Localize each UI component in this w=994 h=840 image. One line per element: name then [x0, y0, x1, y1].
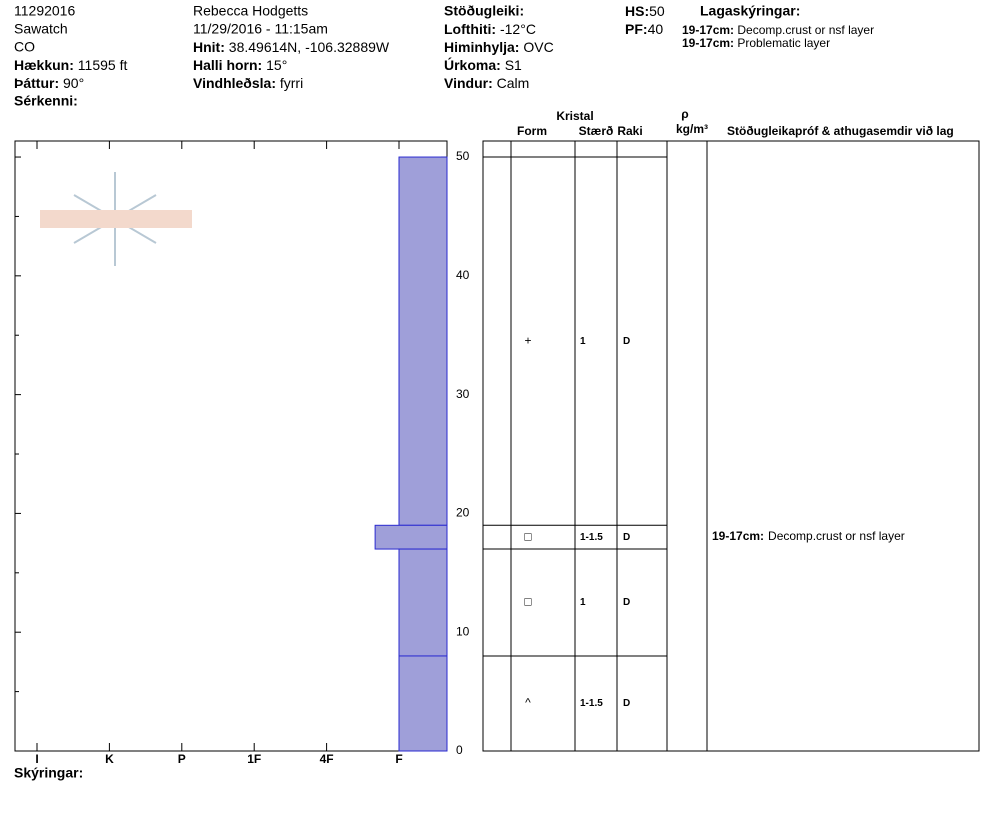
moisture: D [623, 336, 630, 347]
wind-loading: Vindhleðsla: fyrri [193, 75, 303, 91]
label: Vindhleðsla: [193, 75, 276, 91]
aspect: Þáttur: 90° [14, 75, 84, 91]
value: 90° [63, 75, 84, 91]
label: Vindur: [444, 75, 493, 91]
hardness-bar [398, 655, 448, 752]
air-temp: Lofthiti: -12°C [444, 21, 536, 37]
hardness-bar [374, 524, 448, 550]
slope: Halli horn: 15° [193, 57, 287, 73]
grain-form: + [524, 333, 531, 347]
table-frame [482, 140, 980, 752]
x-tick-label: P [178, 752, 186, 766]
moisture-header: Raki [617, 124, 642, 138]
text: Decomp.crust or nsf layer [737, 23, 874, 37]
hardness-bar [398, 156, 448, 526]
label: PF: [625, 21, 648, 37]
label: HS: [625, 3, 649, 19]
layer-note: 19-17cm: Decomp.crust or nsf layer [682, 23, 874, 37]
grain-form: □ [524, 529, 531, 543]
hardness-bar [398, 548, 448, 657]
value: 11595 ft [78, 57, 128, 73]
label: Þáttur: [14, 75, 59, 91]
y-tick-label: 0 [456, 743, 463, 757]
x-tick-label: K [105, 752, 114, 766]
x-tick-label: 4F [320, 752, 334, 766]
density-unit: kg/m³ [676, 122, 708, 136]
profile-id: 11292016 [14, 3, 75, 19]
moisture: D [623, 597, 630, 608]
comment: 19-17cm: Decomp.crust or nsf layer [712, 529, 905, 543]
value: 38.49614N, -106.32889W [229, 39, 390, 55]
label: Hnit: [193, 39, 225, 55]
state: CO [14, 39, 35, 55]
depth: 19-17cm: [712, 529, 764, 543]
text: Problematic layer [737, 36, 830, 50]
hs: HS:50 [625, 3, 665, 19]
footer: Skýringar: [14, 765, 83, 781]
value: 15° [266, 57, 287, 73]
value: fyrri [280, 75, 303, 91]
coords: Hnit: 38.49614N, -106.32889W [193, 39, 390, 55]
layer-notes-title: Lagaskýringar: [700, 3, 800, 19]
y-tick-label: 20 [456, 506, 470, 520]
plot-frame [14, 140, 448, 752]
layer-note: 19-17cm: Problematic layer [682, 36, 830, 50]
grain-form: ^ [525, 696, 531, 710]
label: Halli horn: [193, 57, 262, 73]
moisture: D [623, 698, 630, 709]
depth: 19-17cm: [682, 36, 734, 50]
density-symbol: ρ [681, 107, 688, 121]
value: 40 [648, 21, 664, 37]
value: OVC [523, 39, 553, 55]
label: Hækkun: [14, 57, 74, 73]
value: S1 [505, 57, 522, 73]
pf: PF:40 [625, 21, 663, 37]
table-columns [510, 141, 708, 751]
wind: Vindur: Calm [444, 75, 529, 91]
x-tick-label: 1F [247, 752, 261, 766]
tests-header: Stöðugleikapróf & athugasemdir við lag [727, 124, 954, 138]
grain-size: 1 [580, 336, 586, 347]
label: Himinhylja: [444, 39, 519, 55]
features-label: Sérkenni: [14, 93, 78, 109]
form-header: Form [517, 124, 547, 138]
label: Úrkoma: [444, 56, 501, 73]
grain-size: 1 [580, 597, 586, 608]
grain-size: 1-1.5 [580, 532, 603, 543]
observer: Rebecca Hodgetts [193, 3, 308, 19]
value: -12°C [500, 21, 536, 37]
y-tick-label: 30 [456, 387, 470, 401]
size-header: Stærð [579, 124, 614, 138]
y-tick-label: 50 [456, 149, 470, 163]
grain-form: □ [524, 595, 531, 609]
x-tick-label: I [35, 752, 38, 766]
range: Sawatch [14, 21, 68, 37]
logo [40, 172, 192, 266]
y-tick-label: 10 [456, 624, 470, 638]
text: Decomp.crust or nsf layer [768, 529, 905, 543]
moisture: D [623, 532, 630, 543]
crystal-header: Kristal [556, 109, 593, 123]
elevation: Hækkun: 11595 ft [14, 57, 127, 73]
label: Lofthiti: [444, 21, 496, 37]
y-tick-label: 40 [456, 268, 470, 282]
precip: Úrkoma: S1 [444, 56, 522, 73]
sky: Himinhylja: OVC [444, 39, 554, 55]
depth: 19-17cm: [682, 23, 734, 37]
x-tick-label: F [395, 752, 402, 766]
value: Calm [497, 75, 530, 91]
value: 50 [649, 3, 665, 19]
datetime: 11/29/2016 - 11:15am [193, 21, 328, 37]
grain-size: 1-1.5 [580, 698, 603, 709]
stability-label: Stöðugleiki: [444, 3, 524, 19]
